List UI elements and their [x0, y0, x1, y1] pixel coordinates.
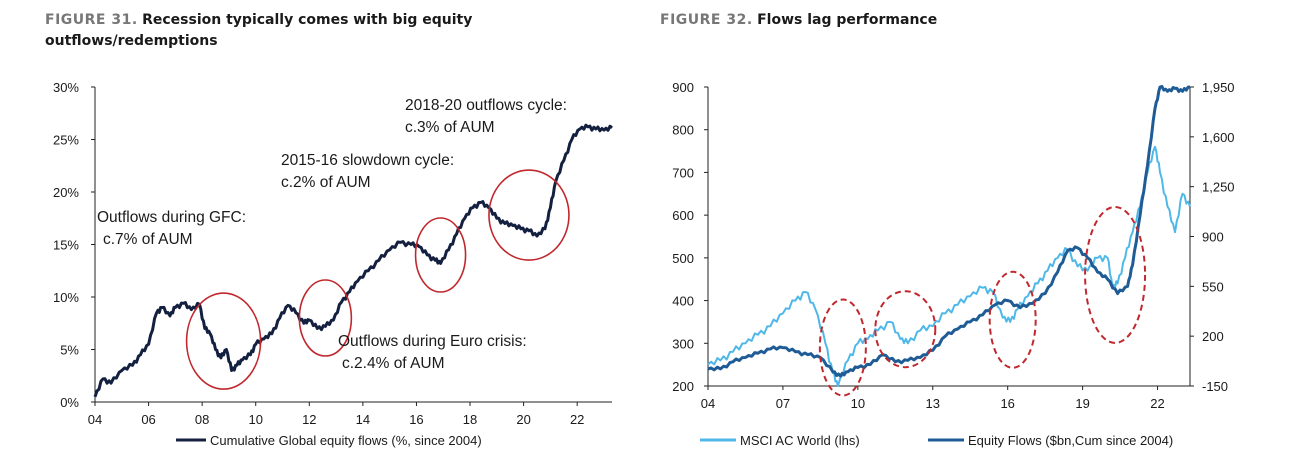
f31-x-tick-label: 06 — [141, 412, 155, 427]
f32-left-tick-label: 500 — [672, 251, 694, 266]
f31-y-tick-label: 10% — [53, 290, 79, 305]
f32-x-tick-label: 07 — [776, 396, 790, 411]
figure31-label: FIGURE 31. — [45, 12, 138, 28]
f32-x-tick-label: 10 — [851, 396, 865, 411]
f31-highlight-circle — [298, 279, 353, 357]
f32-right-tick-label: 200 — [1202, 329, 1224, 344]
f31-annotation-text: c.2% of AUM — [281, 174, 371, 191]
f32-x-tick-label: 04 — [701, 396, 715, 411]
f32-right-tick-label: 1,250 — [1202, 180, 1235, 195]
f31-x-tick-label: 04 — [88, 412, 102, 427]
f31-y-tick-label: 20% — [53, 185, 79, 200]
figure31-title: FIGURE 31. Recession typically comes wit… — [45, 10, 565, 52]
f32-msci-line — [707, 145, 1191, 387]
f32-highlight-circle — [874, 290, 937, 369]
f31-highlight-circle — [488, 169, 570, 261]
f31-y-tick-label: 25% — [53, 133, 79, 148]
f32-x-tick-label: 22 — [1150, 396, 1164, 411]
f32-right-tick-label: 900 — [1202, 230, 1224, 245]
f31-x-tick-label: 16 — [409, 412, 423, 427]
f31-annotation-text: c.7% of AUM — [103, 231, 193, 248]
f31-x-tick-label: 22 — [570, 412, 584, 427]
f31-legend-label: Cumulative Global equity flows (%, since… — [210, 433, 482, 448]
f31-x-tick-label: 20 — [516, 412, 530, 427]
f31-y-tick-label: 15% — [53, 238, 79, 253]
f31-x-tick-label: 18 — [463, 412, 477, 427]
figure32-title: FIGURE 32. Flows lag performance — [660, 10, 1180, 31]
f31-x-tick-label: 10 — [248, 412, 262, 427]
f32-right-tick-label: 1,600 — [1202, 130, 1235, 145]
f31-highlight-circle — [414, 217, 467, 293]
f32-right-tick-label: -150 — [1202, 379, 1228, 394]
f32-left-tick-label: 400 — [672, 294, 694, 309]
figure31-title-text: Recession typically comes with big equit… — [45, 12, 473, 49]
f32-legend-label-msci: MSCI AC World (lhs) — [740, 433, 860, 448]
f32-left-tick-label: 900 — [672, 80, 694, 95]
f31-x-tick-label: 14 — [356, 412, 370, 427]
f32-highlight-circle — [1084, 205, 1147, 344]
f32-x-tick-label: 19 — [1075, 396, 1089, 411]
f31-annotation-text: c.3% of AUM — [405, 119, 495, 136]
f31-annotation-text: Outflows during GFC: — [97, 209, 246, 226]
f31-series-line — [93, 123, 613, 398]
f32-left-tick-label: 700 — [672, 165, 694, 180]
f32-left-tick-label: 200 — [672, 379, 694, 394]
f31-annotation-text: Outflows during Euro crisis: — [338, 333, 527, 350]
f32-flows-line — [707, 84, 1191, 378]
f31-y-tick-label: 30% — [53, 80, 79, 95]
f31-x-tick-label: 08 — [195, 412, 209, 427]
f31-annotation-text: 2018-20 outflows cycle: — [405, 97, 567, 114]
f32-right-tick-label: 550 — [1202, 279, 1224, 294]
f31-annotation-text: c.2.4% of AUM — [342, 355, 445, 372]
f31-highlight-circle — [185, 292, 262, 390]
f32-highlight-circle — [818, 298, 867, 397]
f32-left-tick-label: 300 — [672, 336, 694, 351]
f32-left-tick-label: 800 — [672, 123, 694, 138]
f31-y-tick-label: 0% — [60, 395, 79, 410]
f31-x-tick-label: 12 — [302, 412, 316, 427]
f32-x-tick-label: 16 — [1000, 396, 1014, 411]
f32-left-tick-label: 600 — [672, 208, 694, 223]
f31-y-tick-label: 5% — [60, 343, 79, 358]
f32-x-tick-label: 13 — [926, 396, 940, 411]
f32-legend-label-flows: Equity Flows ($bn,Cum since 2004) — [968, 433, 1173, 448]
f32-right-tick-label: 1,950 — [1202, 80, 1235, 95]
f31-annotation-text: 2015-16 slowdown cycle: — [281, 152, 454, 169]
figure32-label: FIGURE 32. — [660, 12, 753, 28]
figure32-title-text: Flows lag performance — [757, 12, 938, 28]
f32-highlight-circle — [988, 270, 1037, 369]
